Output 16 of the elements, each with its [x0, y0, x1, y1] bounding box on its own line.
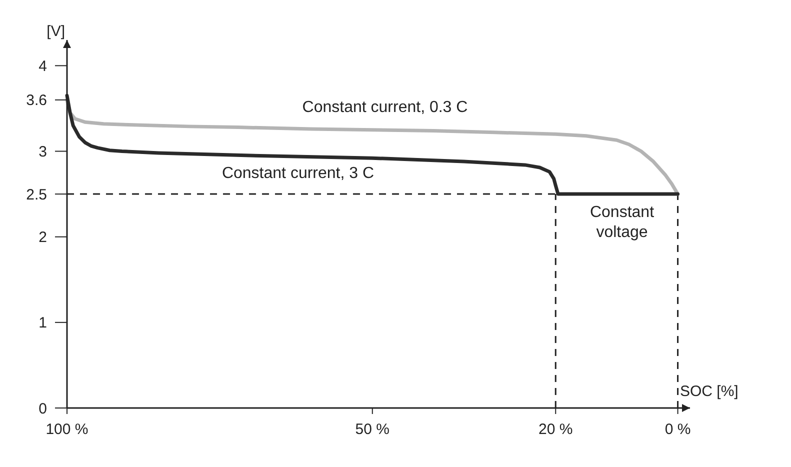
y-tick-label: 3.6 [26, 92, 47, 110]
x-tick-label: 100 % [46, 421, 88, 438]
y-tick-label: 3 [38, 144, 47, 161]
y-axis-title: [V] [46, 23, 65, 40]
annotation: Constant current, 3 C [222, 165, 374, 182]
y-tick-label: 2.5 [26, 186, 47, 204]
x-axis-title: SOC [%] [680, 383, 738, 400]
x-tick-label: 50 % [355, 421, 390, 438]
y-tick-label: 4 [38, 58, 47, 75]
x-tick-label: 20 % [538, 421, 573, 438]
annotation: Constant current, 0.3 C [302, 99, 468, 116]
y-tick-label: 1 [38, 314, 47, 332]
x-tick-label: 0 % [664, 421, 691, 438]
y-tick-label: 0 [38, 400, 47, 418]
y-tick-label: 2 [38, 229, 47, 246]
annotation: Constant voltage [590, 204, 655, 241]
